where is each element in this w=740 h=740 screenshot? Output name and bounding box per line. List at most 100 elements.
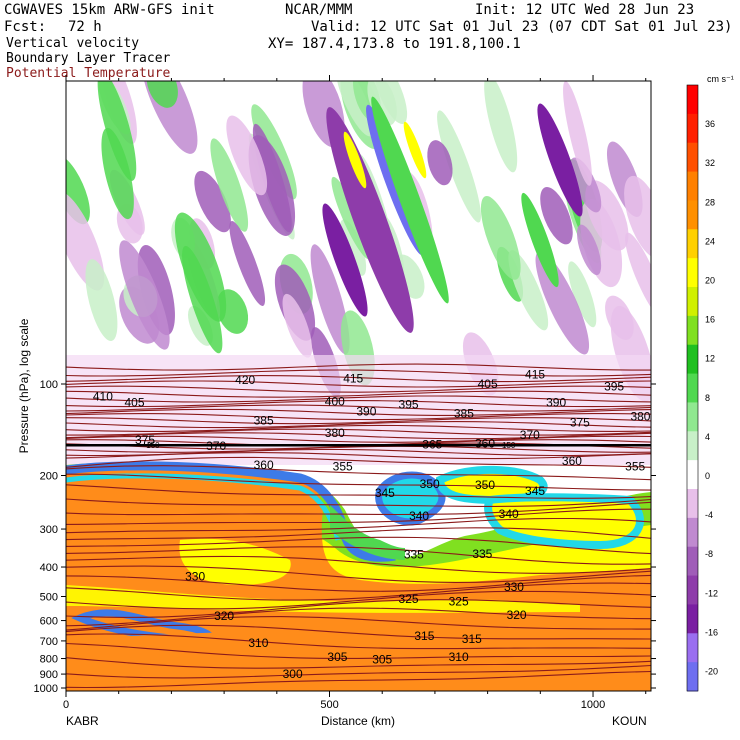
theta-label: 380 [630, 410, 650, 424]
theta-label: 375 [570, 416, 590, 430]
theta-contour-line [66, 565, 651, 583]
model-title: CGWAVES 15km ARW-GFS init [4, 2, 215, 18]
theta-contour-line [66, 424, 651, 432]
wave-blob [339, 219, 367, 276]
wave-blob [540, 187, 573, 245]
theta-label: 385 [454, 406, 474, 420]
theta-label: 315 [462, 632, 482, 646]
wave-blob [570, 157, 602, 213]
theta-label: 335 [472, 547, 492, 561]
theta-contour-line [66, 590, 651, 610]
theta-contour-line [66, 390, 651, 398]
theta-label: 355 [333, 460, 353, 474]
tracer-mid-patch [179, 538, 291, 585]
theta-contour-line [66, 369, 651, 377]
colorbar-tick-label: 20 [705, 275, 715, 285]
y-tick-label: 600 [40, 616, 58, 628]
wave-blob [625, 232, 651, 320]
wave-core [537, 103, 583, 217]
colorbar-swatch [687, 575, 698, 605]
tracer-lower-yellow [66, 585, 580, 613]
colorbar-swatch [687, 315, 698, 346]
theta-label: 375 [135, 433, 155, 447]
y-axis-label: Pressure (hPa), log scale [17, 318, 31, 453]
theta-label: 315 [414, 629, 434, 643]
y-tick-label: 400 [40, 562, 58, 574]
theta-contour-line [66, 404, 651, 412]
colorbar-tick-label: 0 [705, 471, 710, 481]
y-tick-label: 700 [40, 636, 58, 648]
wave-blob [576, 224, 602, 276]
colorbar-swatch [687, 460, 698, 490]
colorbar-frame [686, 84, 699, 692]
colorbar-swatch [687, 113, 698, 144]
theta-label: 360 [562, 454, 582, 468]
fcst-value: 72 h [68, 19, 102, 35]
y-tick-label: 200 [40, 471, 58, 483]
colorbar-tick-label: 24 [705, 236, 715, 246]
theta-label: 350 [420, 477, 440, 491]
colorbar-tick-label: -8 [705, 549, 713, 559]
theta-label: 305 [372, 652, 392, 666]
wave-blob [336, 81, 374, 137]
x-axis-label: Distance (km) [321, 714, 395, 728]
colorbar-swatch [687, 142, 698, 173]
y-tick-label: 500 [40, 591, 58, 603]
colorbar-swatch [687, 287, 698, 317]
wave-core [326, 107, 414, 333]
theta-contour-line [66, 375, 651, 383]
theta-label: 365 [422, 437, 442, 451]
theta-contour-line [66, 417, 651, 425]
theta-label: 330 [504, 580, 524, 594]
colorbar-tick-label: 8 [705, 393, 710, 403]
theta-contour-line [66, 428, 651, 436]
wave-blob [480, 196, 521, 280]
y-axis: 100 200 300 400 500 600 700 800 900 1000 [34, 379, 656, 695]
colorbar-tick-label: -20 [705, 666, 718, 676]
valid-time: Valid: 12 UTC Sat 01 Jul 23 (07 CDT Sat … [311, 19, 733, 35]
wave-core [322, 203, 368, 317]
theta-label: 330 [185, 570, 205, 584]
theta-label: 390 [356, 404, 376, 418]
plot-frame [65, 80, 652, 692]
theta-label: 300 [283, 667, 303, 681]
theta-label: 310 [449, 650, 469, 664]
theta-label: 405 [124, 395, 144, 409]
theta-label: 385 [254, 414, 274, 428]
theta-contour-line [66, 432, 651, 440]
wave-blob [85, 259, 118, 342]
theta-contour-labels: 410 405 420 415 405 415 395 400 390 395 390 385 385 3… [93, 367, 651, 681]
y-tick-label: 100 [40, 379, 58, 391]
theta-label: 340 [409, 509, 429, 523]
tracer-blue-loop-1 [375, 471, 446, 526]
wave-blob [210, 138, 249, 232]
wave-blob [226, 115, 268, 196]
colorbar-tick-label: 32 [705, 158, 715, 168]
theta-contour-line [66, 413, 651, 421]
theta-label: 390 [546, 395, 566, 409]
wave-blob [310, 244, 350, 355]
colorbar-swatch [687, 546, 698, 577]
colorbar-tick-label: 36 [705, 119, 715, 129]
tracer-blue-loop-3 [484, 493, 644, 550]
wave-blob [484, 81, 518, 173]
theta-contour-line [66, 456, 651, 468]
theta-contour-line [66, 473, 651, 491]
x-end-station: KOUN [612, 714, 647, 728]
theta-contour-line [66, 527, 651, 541]
theta-label: 305 [327, 650, 347, 664]
theta-contour-line [66, 574, 651, 592]
theta-contour-line [66, 501, 651, 516]
wave-blob [97, 81, 137, 181]
theta-label: 410 [93, 390, 113, 404]
wave-blob [229, 221, 266, 306]
theta-contour-line [66, 385, 651, 393]
fcst-label: Fcst: [4, 19, 47, 35]
theta-contour-line [66, 657, 651, 669]
theta-contour-line [66, 421, 651, 429]
y-tick-label: 1000 [34, 683, 58, 695]
colorbar-swatch [687, 344, 698, 375]
theta-label: 400 [325, 394, 345, 408]
colorbar-swatch [687, 633, 698, 663]
theta-contour-line [66, 363, 651, 371]
